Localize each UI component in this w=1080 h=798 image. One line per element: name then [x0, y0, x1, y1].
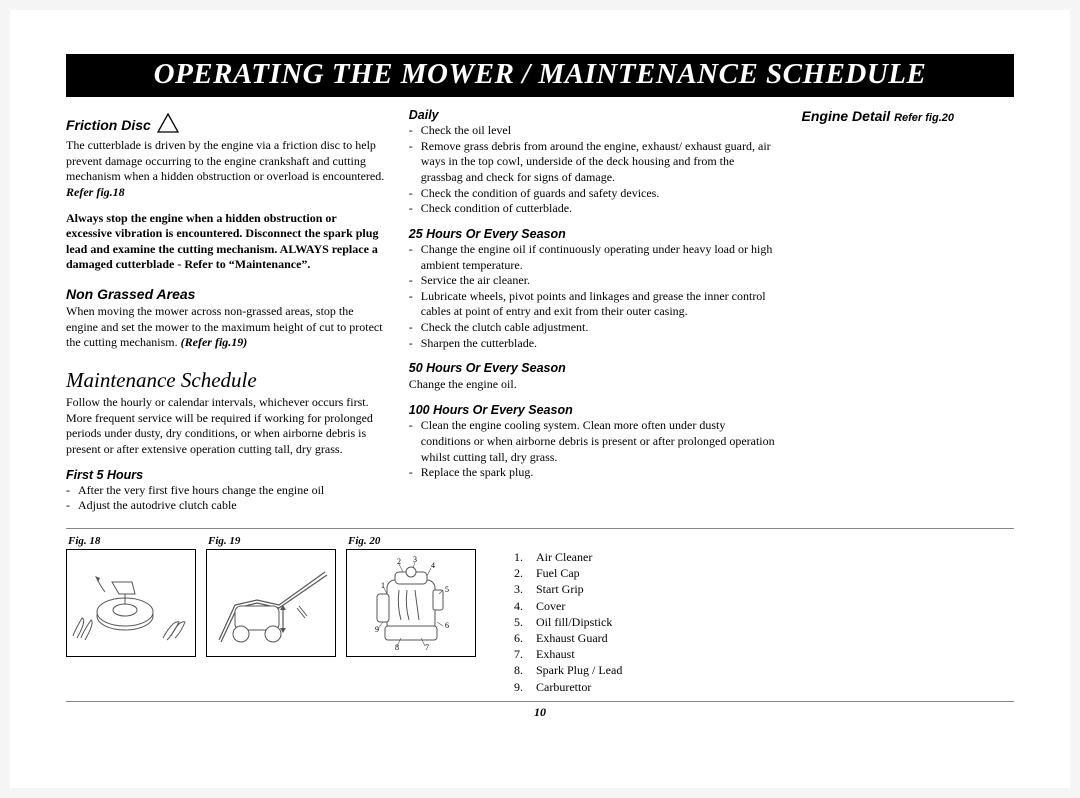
svg-text:8: 8 [395, 643, 399, 652]
list-item: Check the condition of guards and safety… [409, 186, 778, 202]
page-number: 10 [66, 705, 1014, 720]
non-grassed-heading: Non Grassed Areas [66, 285, 385, 303]
list-item: Remove grass debris from around the engi… [409, 139, 778, 186]
svg-text:6: 6 [445, 621, 449, 630]
manual-page: OPERATING THE MOWER / MAINTENANCE SCHEDU… [10, 10, 1070, 788]
legend-item: 6.Exhaust Guard [514, 630, 622, 646]
friction-disc-heading-text: Friction Disc [66, 116, 151, 134]
first-5-hours-heading: First 5 Hours [66, 467, 385, 483]
figure-18-label: Fig. 18 [66, 535, 196, 547]
column-2: Daily Check the oil level Remove grass d… [409, 107, 778, 514]
legend-item: 7.Exhaust [514, 646, 622, 662]
daily-heading: Daily [409, 107, 778, 123]
svg-text:4: 4 [431, 561, 435, 570]
list-item: Check the oil level [409, 123, 778, 139]
figure-20-image: 1 2 3 4 5 6 7 8 9 [346, 549, 476, 657]
legend-item: 9.Carburettor [514, 679, 622, 695]
list-item: Sharpen the cutterblade. [409, 336, 778, 352]
first-5-hours-list: After the very first five hours change t… [66, 483, 385, 514]
50-hours-heading: 50 Hours Or Every Season [409, 360, 778, 376]
25-hours-heading: 25 Hours Or Every Season [409, 226, 778, 242]
list-item: Service the air cleaner. [409, 273, 778, 289]
svg-text:7: 7 [425, 643, 429, 652]
list-item: After the very first five hours change t… [66, 483, 385, 499]
figure-19: Fig. 19 [206, 535, 336, 657]
list-item: Clean the engine cooling system. Clean m… [409, 418, 778, 465]
list-item: Check the clutch cable adjustment. [409, 320, 778, 336]
list-item: Check condition of cutterblade. [409, 201, 778, 217]
list-item: Lubricate wheels, pivot points and linka… [409, 289, 778, 320]
friction-disc-para: The cutterblade is driven by the engine … [66, 138, 385, 200]
svg-text:5: 5 [445, 585, 449, 594]
friction-warning-para: Always stop the engine when a hidden obs… [66, 211, 385, 273]
25-hours-list: Change the engine oil if continuously op… [409, 242, 778, 351]
list-item: Change the engine oil if continuously op… [409, 242, 778, 273]
engine-legend: 1.Air Cleaner 2.Fuel Cap 3.Start Grip 4.… [486, 535, 622, 695]
legend-item: 3.Start Grip [514, 581, 622, 597]
figure-20-label: Fig. 20 [346, 535, 476, 547]
maintenance-schedule-heading: Maintenance Schedule [66, 367, 385, 394]
engine-detail-heading: Engine Detail Refer fig.20 [802, 107, 1015, 125]
maintenance-schedule-para: Follow the hourly or calendar intervals,… [66, 395, 385, 457]
warning-triangle-icon [157, 113, 179, 137]
100-hours-list: Clean the engine cooling system. Clean m… [409, 418, 778, 480]
figure-19-label: Fig. 19 [206, 535, 336, 547]
legend-item: 5.Oil fill/Dipstick [514, 614, 622, 630]
legend-item: 1.Air Cleaner [514, 549, 622, 565]
list-item: Replace the spark plug. [409, 465, 778, 481]
100-hours-heading: 100 Hours Or Every Season [409, 402, 778, 418]
figures-row: Fig. 18 Fig. 19 [66, 528, 1014, 702]
non-grassed-para: When moving the mower across non-grassed… [66, 304, 385, 351]
figure-18-image [66, 549, 196, 657]
legend-item: 4.Cover [514, 598, 622, 614]
friction-disc-heading: Friction Disc [66, 113, 385, 137]
legend-item: 2.Fuel Cap [514, 565, 622, 581]
daily-list: Check the oil level Remove grass debris … [409, 123, 778, 217]
list-item: Adjust the autodrive clutch cable [66, 498, 385, 514]
figure-19-image [206, 549, 336, 657]
figure-18: Fig. 18 [66, 535, 196, 657]
figure-20: Fig. 20 1 [346, 535, 476, 657]
50-hours-para: Change the engine oil. [409, 377, 778, 393]
page-title: OPERATING THE MOWER / MAINTENANCE SCHEDU… [66, 54, 1014, 97]
column-1: Friction Disc The cutterblade is driven … [66, 107, 385, 514]
legend-item: 8.Spark Plug / Lead [514, 662, 622, 678]
content-columns: Friction Disc The cutterblade is driven … [66, 107, 1014, 514]
column-3: Engine Detail Refer fig.20 [802, 107, 1015, 514]
